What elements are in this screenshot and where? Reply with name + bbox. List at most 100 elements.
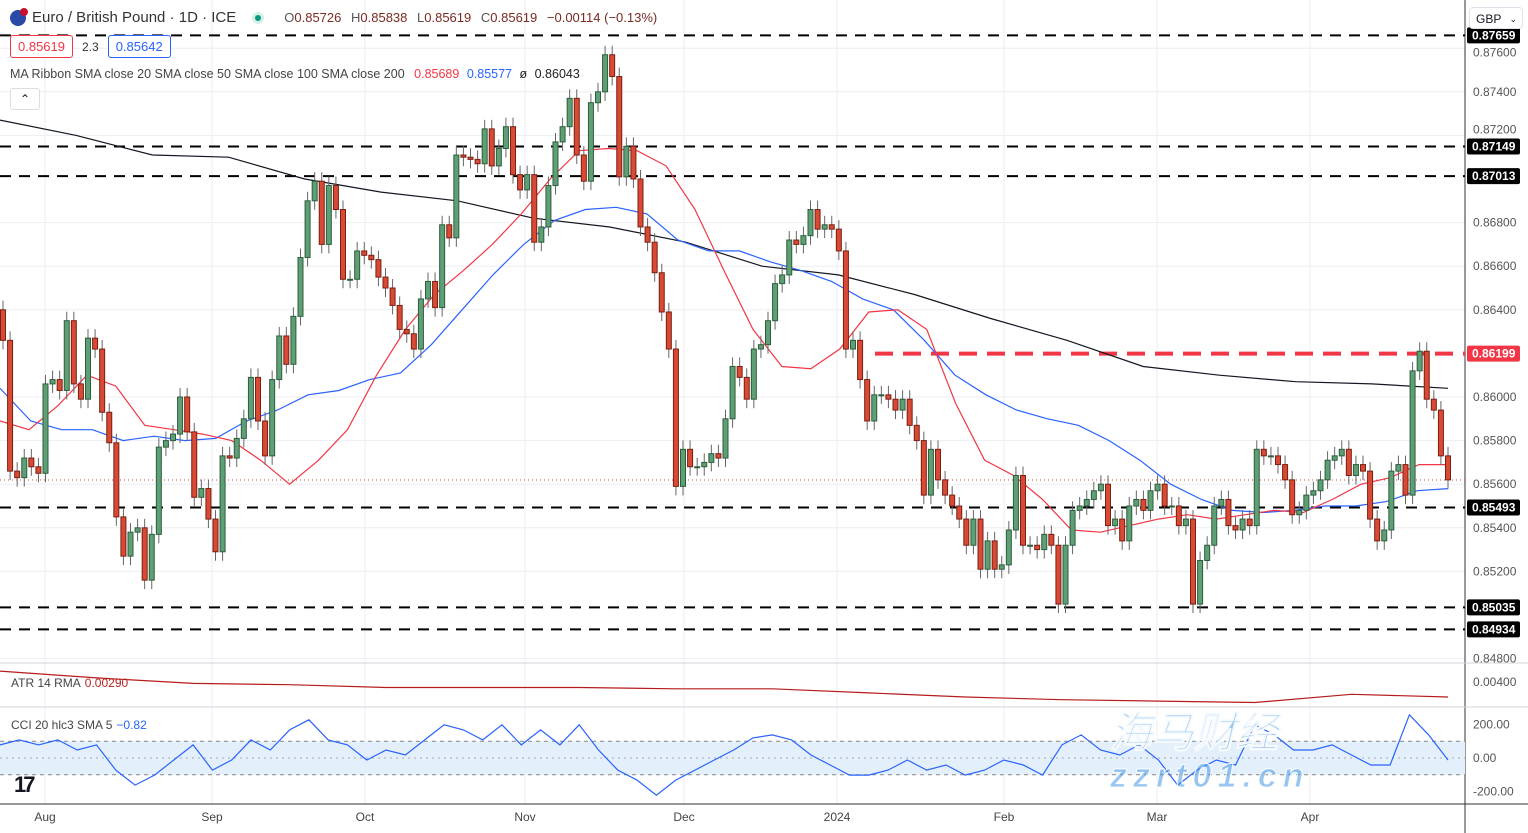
candle: [325, 185, 332, 245]
candle: [878, 394, 885, 397]
candle: [1345, 448, 1352, 476]
candle: [467, 156, 474, 160]
candle: [1430, 398, 1437, 411]
level-price-label: 0.84934: [1472, 622, 1516, 636]
candle: [1090, 490, 1097, 500]
sma50-value: 0.85577: [466, 67, 512, 81]
sma20-value: 0.85689: [414, 67, 460, 81]
candle: [1317, 479, 1324, 492]
candle: [1126, 505, 1133, 542]
candle: [1062, 544, 1069, 605]
candle: [538, 226, 545, 243]
ma-ribbon-legend[interactable]: MA Ribbon SMA close 20 SMA close 50 SMA …: [10, 67, 580, 81]
candle: [184, 396, 191, 433]
candle: [42, 383, 49, 474]
candle: [1246, 518, 1253, 527]
price-tick-label: 0.86400: [1473, 303, 1517, 317]
candle: [1395, 464, 1402, 472]
candle: [531, 174, 538, 243]
candle: [630, 145, 637, 180]
candle: [998, 564, 1005, 570]
candle: [1119, 518, 1126, 542]
candle: [1338, 448, 1345, 457]
candle: [1423, 350, 1430, 400]
price-tick-label: 0.85800: [1473, 434, 1517, 448]
candle: [1303, 494, 1310, 511]
candle: [609, 54, 616, 78]
candle: [247, 376, 254, 420]
candle: [389, 287, 396, 306]
time-tick-label: Aug: [34, 810, 55, 824]
level-price-label: 0.85493: [1472, 501, 1516, 515]
candle: [687, 448, 694, 468]
candle: [85, 337, 91, 400]
candle: [1069, 509, 1076, 546]
candle: [106, 411, 113, 444]
candle: [0, 309, 6, 341]
level-price-label: 0.87149: [1472, 140, 1516, 154]
candle: [417, 298, 424, 350]
candle: [262, 420, 269, 457]
time-tick-label: Feb: [994, 810, 1015, 824]
cci-tick-label: 0.00: [1473, 751, 1497, 765]
candle: [1409, 370, 1416, 496]
cci-legend[interactable]: CCI 20 hlc3 SMA 5 −0.82: [11, 718, 147, 732]
time-tick-label: Nov: [514, 810, 535, 824]
candle: [1352, 464, 1359, 476]
candle: [21, 457, 28, 479]
candle: [800, 235, 807, 245]
collapse-legend-button[interactable]: ⌃: [10, 88, 40, 110]
candle: [708, 453, 715, 463]
candle: [828, 224, 835, 230]
chevron-down-icon: ⌄: [1509, 14, 1517, 24]
sell-button[interactable]: 0.85619: [10, 35, 73, 58]
candle: [1360, 464, 1366, 472]
buy-button[interactable]: 0.85642: [107, 35, 171, 58]
candle: [1260, 448, 1267, 457]
candle: [1282, 464, 1289, 481]
currency-select[interactable]: GBP ⌄: [1469, 7, 1523, 29]
candle: [1267, 455, 1274, 458]
candle: [134, 527, 141, 533]
candle: [623, 145, 630, 178]
level-price-badge: [1467, 27, 1520, 44]
candle: [1253, 448, 1260, 527]
sma50-line: [0, 206, 1449, 514]
candle: [70, 320, 77, 385]
price-axis[interactable]: 0.87600 0.87400 0.87200 0.86800 0.86600 0.864…: [1467, 27, 1520, 799]
candle: [991, 540, 998, 570]
candle: [255, 376, 261, 422]
candle: [1239, 518, 1246, 531]
atr-legend[interactable]: ATR 14 RMA 0.00290: [11, 676, 128, 690]
candle: [1275, 455, 1281, 466]
candle: [269, 379, 276, 457]
candles: [0, 45, 1451, 614]
candle: [354, 250, 361, 280]
candle: [1445, 455, 1451, 481]
candle: [1005, 529, 1012, 566]
candle: [474, 158, 481, 165]
price-tick-label: 0.85600: [1473, 477, 1517, 491]
candle: [99, 348, 106, 413]
level-price-label: 0.87013: [1472, 169, 1516, 183]
symbol-title[interactable]: Euro / British Pound · 1D · ICE: [32, 9, 237, 26]
candle: [1034, 544, 1041, 551]
resistance-price-label: 0.86199: [1472, 347, 1516, 361]
time-axis[interactable]: Aug Sep Oct Nov Dec 2024 Feb Mar Apr: [34, 810, 1319, 824]
sma200-value: 0.86043: [534, 67, 580, 81]
sma20-line: [0, 147, 1448, 533]
candle: [871, 394, 878, 422]
time-tick-label: Sep: [201, 810, 223, 824]
candle: [460, 154, 467, 158]
candle: [141, 527, 148, 581]
price-tick-label: 0.85400: [1473, 521, 1517, 535]
candle: [439, 224, 446, 309]
candle: [14, 470, 21, 479]
tradingview-logo[interactable]: 17: [14, 772, 36, 797]
candle: [510, 126, 516, 176]
candle: [332, 185, 339, 211]
candle: [318, 180, 325, 245]
level-price-label: 0.87659: [1472, 28, 1516, 42]
